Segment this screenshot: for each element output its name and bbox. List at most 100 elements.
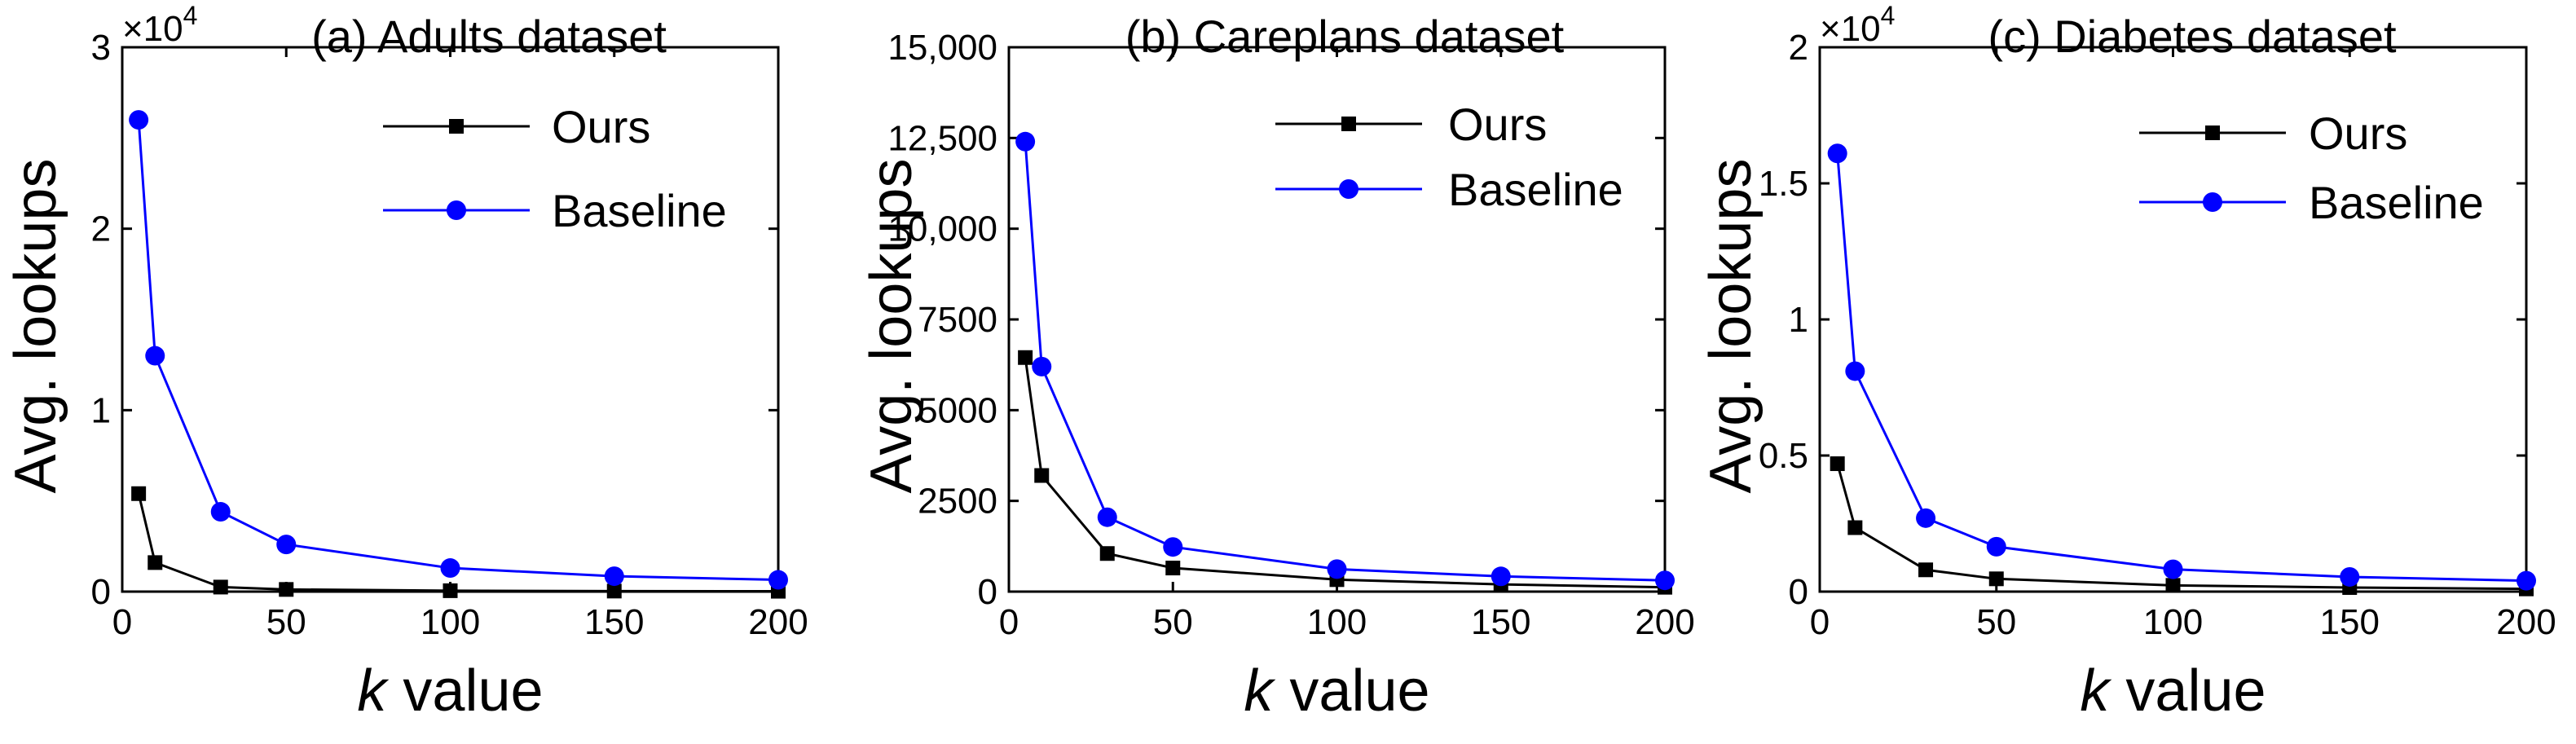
y-tick-label: 0 bbox=[1789, 572, 1808, 612]
data-point-baseline bbox=[1655, 570, 1675, 591]
x-axis-variable: k bbox=[357, 658, 390, 724]
legend-label-baseline: Baseline bbox=[2309, 177, 2484, 228]
y-tick-label: 5000 bbox=[918, 390, 997, 430]
x-tick-label: 50 bbox=[1153, 602, 1193, 642]
x-tick-label: 50 bbox=[1976, 602, 2016, 642]
x-tick-label: 100 bbox=[2143, 602, 2203, 642]
y-tick-label: 3 bbox=[91, 28, 111, 68]
data-point-ours bbox=[1018, 350, 1033, 365]
legend-marker-baseline bbox=[447, 200, 466, 220]
chart-panel-1: (a) Adults dataset 0 50 100 150 200 0 1 2 3 ×104 k … bbox=[3, 1, 808, 724]
y-tick-label: 1 bbox=[1789, 300, 1808, 340]
x-tick-label: 200 bbox=[1635, 602, 1694, 642]
data-point-ours bbox=[1988, 571, 2004, 587]
data-point-baseline bbox=[1015, 131, 1036, 152]
y-tick-label: 7500 bbox=[918, 300, 997, 340]
data-point-ours bbox=[1830, 456, 1845, 472]
data-point-ours bbox=[1165, 561, 1181, 576]
y-tick-label: 2 bbox=[91, 209, 111, 249]
legend-label-ours: Ours bbox=[552, 101, 650, 152]
data-point-ours bbox=[443, 583, 458, 598]
x-tick-label: 150 bbox=[1471, 602, 1530, 642]
x-axis-variable: k bbox=[2080, 658, 2112, 724]
legend: Ours Baseline bbox=[2139, 108, 2484, 228]
chart-title: (a) Adults dataset bbox=[311, 11, 667, 62]
data-point-baseline bbox=[1491, 566, 1511, 587]
legend-label-baseline: Baseline bbox=[1448, 164, 1623, 215]
data-point-baseline bbox=[1163, 537, 1183, 557]
chart-title: (c) Diabetes dataset bbox=[1988, 11, 2397, 62]
y-axis-label: Avg. lookups bbox=[1698, 159, 1764, 494]
x-axis-label: k value bbox=[2080, 658, 2266, 724]
legend-marker-ours bbox=[449, 119, 464, 134]
exponent-power: 4 bbox=[1881, 1, 1896, 30]
y-axis-label: Avg. lookups bbox=[859, 159, 924, 494]
data-point-ours bbox=[279, 582, 294, 597]
data-point-baseline bbox=[604, 566, 624, 587]
data-point-baseline bbox=[1845, 361, 1865, 381]
y-tick-label: 2500 bbox=[918, 482, 997, 522]
y-axis-label: Avg. lookups bbox=[3, 159, 68, 494]
data-point-baseline bbox=[1327, 559, 1347, 579]
data-point-baseline bbox=[145, 346, 165, 366]
legend-label-baseline: Baseline bbox=[552, 185, 727, 236]
exponent-power: 4 bbox=[183, 1, 198, 30]
y-tick-label: 15,000 bbox=[887, 28, 997, 68]
legend: Ours Baseline bbox=[383, 101, 727, 236]
legend-marker-ours bbox=[1341, 117, 1356, 131]
data-point-ours bbox=[213, 579, 228, 595]
data-point-ours bbox=[606, 583, 622, 599]
data-point-baseline bbox=[129, 110, 149, 130]
chart-panel-2: (b) Careplans dataset 0 50 100 150 200 0 2500 50… bbox=[859, 11, 1695, 724]
legend-label-ours: Ours bbox=[1448, 99, 1547, 150]
legend-marker-baseline bbox=[2203, 192, 2222, 212]
data-point-baseline bbox=[1827, 143, 1847, 164]
x-axis-label-rest: value bbox=[1273, 658, 1429, 724]
data-point-baseline bbox=[440, 558, 460, 579]
x-tick-label: 0 bbox=[112, 602, 132, 642]
legend: Ours Baseline bbox=[1275, 99, 1623, 215]
data-point-ours bbox=[131, 486, 147, 501]
x-tick-label: 200 bbox=[2496, 602, 2556, 642]
y-tick-label: 0.5 bbox=[1759, 436, 1808, 476]
x-tick-label: 150 bbox=[2320, 602, 2380, 642]
x-tick-label: 0 bbox=[999, 602, 1019, 642]
x-axis-label-rest: value bbox=[2109, 658, 2266, 724]
x-axis-label-rest: value bbox=[386, 658, 543, 724]
y-tick-label: 0 bbox=[978, 572, 997, 612]
data-point-baseline bbox=[1097, 507, 1117, 527]
y-tick-label: 12,500 bbox=[887, 118, 997, 158]
data-point-baseline bbox=[2163, 559, 2183, 579]
data-point-baseline bbox=[2340, 566, 2360, 587]
data-point-ours bbox=[148, 555, 163, 570]
x-tick-label: 100 bbox=[1307, 602, 1367, 642]
data-point-baseline bbox=[1916, 508, 1936, 528]
y-tick-label: 1.5 bbox=[1759, 164, 1808, 204]
series-line-ours bbox=[1024, 357, 1666, 589]
data-point-ours bbox=[1099, 546, 1115, 561]
y-tick-label: 10,000 bbox=[887, 209, 997, 249]
data-point-baseline bbox=[1986, 536, 2006, 557]
x-axis-label: k value bbox=[1244, 658, 1429, 724]
x-tick-label: 0 bbox=[1810, 602, 1830, 642]
x-tick-label: 200 bbox=[748, 602, 808, 642]
y-tick-label: 1 bbox=[91, 390, 111, 430]
data-point-baseline bbox=[276, 535, 297, 555]
legend-marker-baseline bbox=[1339, 179, 1358, 199]
x-axis-variable: k bbox=[1244, 658, 1276, 724]
data-point-ours bbox=[1034, 468, 1050, 483]
data-point-baseline bbox=[768, 570, 788, 590]
legend-label-ours: Ours bbox=[2309, 108, 2407, 159]
y-exponent-label: ×104 bbox=[1820, 1, 1895, 49]
chart-panel-3: (c) Diabetes dataset 0 50 100 150 200 0 0.5 1 1.5… bbox=[1698, 1, 2556, 724]
chart-title: (b) Careplans dataset bbox=[1125, 11, 1565, 62]
y-tick-label: 2 bbox=[1789, 28, 1808, 68]
data-point-ours bbox=[1918, 562, 1934, 578]
x-axis-label: k value bbox=[357, 658, 543, 724]
y-exponent-label: ×104 bbox=[122, 1, 197, 49]
exponent-base: ×10 bbox=[122, 9, 183, 49]
x-tick-label: 50 bbox=[266, 602, 306, 642]
data-point-ours bbox=[2165, 578, 2181, 593]
data-point-baseline bbox=[1032, 356, 1052, 376]
